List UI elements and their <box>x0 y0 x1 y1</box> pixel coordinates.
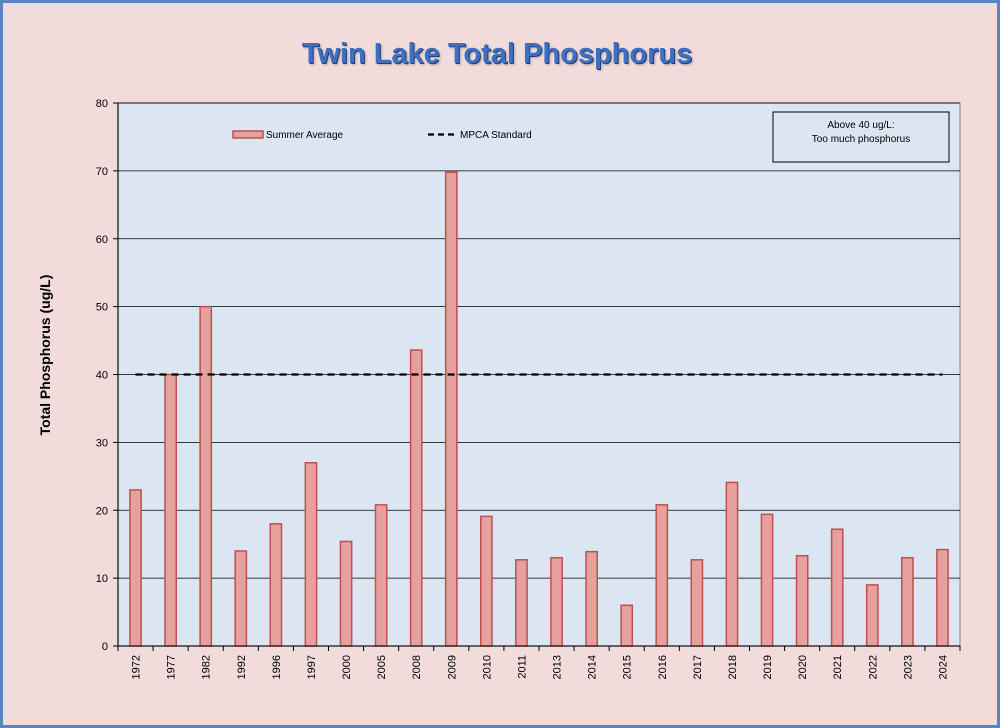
x-tick-label: 2009 <box>446 655 458 679</box>
bar <box>164 373 177 647</box>
legend-label-summer-average: Summer Average <box>266 130 344 141</box>
bar <box>129 489 142 647</box>
x-tick-labels: 1972 1977 1982 1992 1996 1997 2000 2005 2008 2009… <box>131 655 950 679</box>
y-tick-label: 30 <box>96 437 108 449</box>
bar <box>199 305 213 647</box>
x-tick-label: 2017 <box>692 655 704 679</box>
y-tick-label: 50 <box>96 302 108 314</box>
legend-label-mpca-standard: MPCA Standard <box>460 130 532 141</box>
x-tick-label: 2008 <box>411 655 423 679</box>
x-tick-label: 2018 <box>727 655 739 679</box>
bar <box>725 481 739 647</box>
bar <box>865 584 879 647</box>
y-tick-label: 0 <box>102 641 108 653</box>
x-tick-label: 2011 <box>516 655 528 679</box>
annotation-box: Above 40 ug/L: Too much phosphorus <box>772 111 950 163</box>
bar <box>339 540 353 647</box>
x-tick-label: 2022 <box>867 655 879 679</box>
x-tick-label: 2021 <box>832 655 844 679</box>
y-tick-label: 10 <box>96 573 108 585</box>
x-tick-label: 1997 <box>306 655 318 679</box>
annotation-border <box>772 111 950 163</box>
bar <box>936 548 949 647</box>
x-tick-label: 1996 <box>271 655 283 679</box>
bar <box>901 557 914 647</box>
bar <box>760 513 774 647</box>
y-tick-label: 20 <box>96 505 108 517</box>
x-tick-label: 2016 <box>657 655 669 679</box>
x-tick-label: 2023 <box>902 655 914 679</box>
bar <box>795 554 809 647</box>
y-tick-label: 60 <box>96 234 108 246</box>
legend: Summer Average MPCA Standard <box>232 130 532 141</box>
x-tick-label: 2010 <box>481 655 493 679</box>
x-tick-label: 2014 <box>587 655 599 679</box>
bar <box>830 528 844 647</box>
x-tick-label: 2000 <box>341 655 353 679</box>
chart-title: Twin Lake Total Phosphorus <box>301 38 693 70</box>
x-tick-label: 1992 <box>236 655 248 679</box>
bar <box>374 504 388 647</box>
y-tick-label: 80 <box>96 98 108 110</box>
x-tick-label: 2015 <box>622 655 634 679</box>
bar <box>444 171 458 647</box>
bar <box>655 504 669 647</box>
x-tick-label: 2020 <box>797 655 809 679</box>
axes <box>113 102 961 651</box>
y-tick-label: 70 <box>96 166 108 178</box>
annotation-line-1: Above 40 ug/L: <box>827 120 894 131</box>
bar <box>585 550 598 647</box>
bar <box>234 550 248 647</box>
bar <box>690 559 704 647</box>
x-tick-label: 2005 <box>376 655 388 679</box>
x-tick-label: 2024 <box>937 655 949 679</box>
annotation-line-2: Too much phosphorus <box>812 134 910 145</box>
bar <box>550 557 563 647</box>
x-tick-label: 1982 <box>201 655 213 679</box>
x-tick-label: 1972 <box>131 655 143 679</box>
y-tick-label: 40 <box>96 370 108 382</box>
bar <box>480 515 493 647</box>
x-tick-label: 1977 <box>166 655 178 679</box>
y-tick-labels: 0 10 20 30 40 50 60 70 80 <box>96 98 108 653</box>
bar <box>620 604 634 647</box>
bar <box>269 523 283 647</box>
x-tick-label: 2013 <box>552 655 564 679</box>
bar <box>515 559 528 647</box>
legend-swatch-summer-average <box>232 130 264 139</box>
x-tick-label: 2019 <box>762 655 774 679</box>
bar <box>304 461 318 647</box>
bar <box>409 349 423 647</box>
